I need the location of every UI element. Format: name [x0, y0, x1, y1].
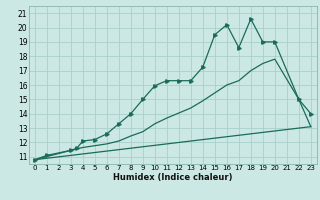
X-axis label: Humidex (Indice chaleur): Humidex (Indice chaleur) [113, 173, 233, 182]
